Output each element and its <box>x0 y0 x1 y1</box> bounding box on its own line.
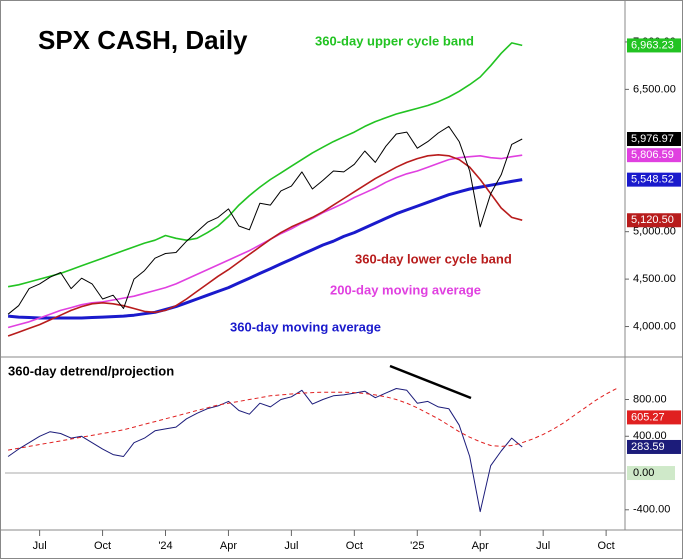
x-tick-label: Jul <box>536 540 550 552</box>
x-tick-label: Oct <box>94 540 111 552</box>
chart-title: SPX CASH, Daily <box>38 25 248 55</box>
series-line <box>7 42 523 288</box>
y-tick-label: 800.00 <box>633 393 667 405</box>
x-tick-label: Apr <box>472 540 489 552</box>
series-label: 360-day lower cycle band <box>355 251 512 266</box>
series-line <box>7 178 523 320</box>
value-tag-label: 283.59 <box>631 441 665 453</box>
value-tag <box>627 213 681 228</box>
value-tag <box>627 172 681 187</box>
value-tag-label: 5,120.50 <box>631 214 674 226</box>
value-tag <box>627 131 681 146</box>
x-tick-label: '24 <box>158 540 172 552</box>
y-tick-label: 4,000.00 <box>633 320 676 332</box>
series-label: 360-day moving average <box>230 319 381 334</box>
series-line <box>7 154 523 337</box>
series-label: 200-day moving average <box>330 282 481 297</box>
y-tick-label: 400.00 <box>633 430 667 442</box>
x-tick-label: '25 <box>410 540 424 552</box>
trend-annotation <box>389 364 472 400</box>
value-tag <box>627 439 681 454</box>
y-tick-label: -400.00 <box>633 504 670 516</box>
value-tag <box>627 148 681 163</box>
value-tag <box>627 410 681 425</box>
series-line <box>7 388 523 513</box>
panel-label: 360-day detrend/projection <box>8 363 174 378</box>
x-tick-label: Jul <box>33 540 47 552</box>
y-tick-label: 6,500.00 <box>633 83 676 95</box>
series-line <box>7 125 523 315</box>
zero-tag-label: 0.00 <box>633 467 654 479</box>
value-tag-label: 605.27 <box>631 411 665 423</box>
x-tick-label: Oct <box>598 540 615 552</box>
value-tag <box>627 38 681 53</box>
y-tick-label: 5,000.00 <box>633 226 676 238</box>
y-tick-label: 4,500.00 <box>633 273 676 285</box>
x-tick-label: Jul <box>284 540 298 552</box>
value-tag-label: 5,548.52 <box>631 174 674 186</box>
series-line <box>8 388 617 451</box>
zero-tag <box>627 466 675 481</box>
series-label: 360-day upper cycle band <box>315 33 474 48</box>
value-tag-label: 6,963.23 <box>631 39 674 51</box>
x-tick-label: Oct <box>346 540 363 552</box>
x-tick-label: Apr <box>220 540 237 552</box>
value-tag-label: 5,976.97 <box>631 133 674 145</box>
value-tag-label: 5,806.59 <box>631 149 674 161</box>
